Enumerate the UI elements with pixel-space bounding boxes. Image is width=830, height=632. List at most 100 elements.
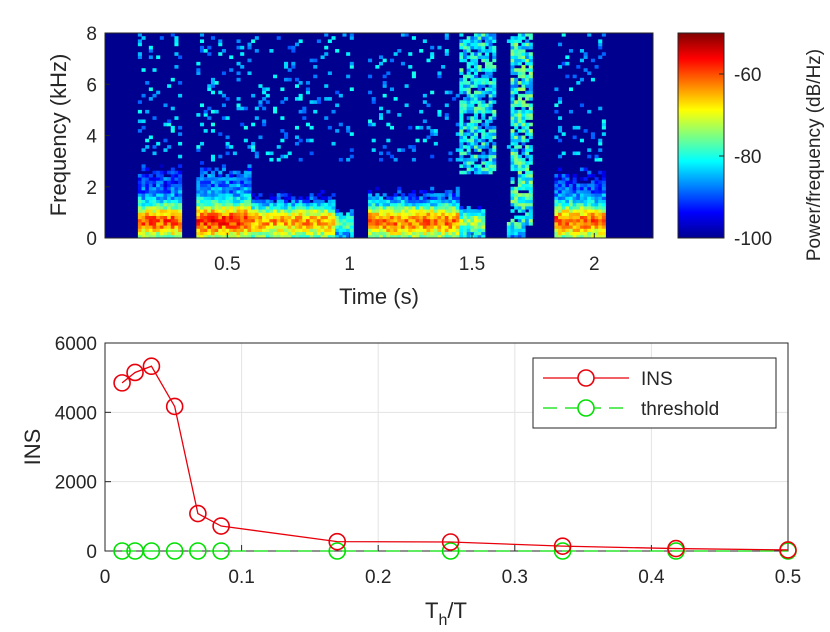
spectrogram-cell (517, 138, 522, 143)
spectrogram-cell (214, 215, 219, 220)
spectrogram-cell (528, 145, 533, 149)
spectrogram-cell (558, 65, 563, 69)
spectrogram-cell (426, 205, 431, 210)
spectrogram-cell (594, 189, 599, 194)
spectrogram-cell (521, 215, 526, 220)
spectrogram-cell (419, 196, 424, 200)
spectrogram-cell (473, 167, 479, 172)
spectrogram-cell (477, 221, 482, 226)
spectrogram-cell (203, 209, 208, 213)
spectrogram-cell (579, 49, 584, 53)
spectrogram-cell (152, 202, 157, 207)
spectrogram-cell (273, 225, 278, 229)
spectrogram-cell (284, 196, 289, 200)
spectrogram-cell (601, 221, 606, 226)
spectrogram-cell (379, 196, 384, 200)
spectrogram-cell (145, 199, 150, 204)
spectrogram-cell (477, 129, 482, 133)
spectrogram-cell (221, 205, 226, 210)
spectrogram-cell (265, 93, 270, 98)
spectrogram-cell (349, 218, 354, 223)
spectrogram-cell (470, 116, 475, 120)
spectrogram-cell (331, 141, 336, 146)
spectrogram-cell (141, 183, 146, 188)
spectrogram-cell (170, 186, 175, 191)
spectrogram-cell (583, 55, 588, 60)
spectrogram-cell (221, 186, 226, 191)
spectrogram-cell (236, 209, 241, 213)
spectrogram-cell (492, 39, 497, 44)
spectrogram-cell (273, 205, 278, 210)
spectrogram-cell (137, 180, 142, 184)
spectrogram-cell (320, 218, 325, 223)
spectrogram-cell (382, 209, 387, 213)
spectrogram-cell (459, 154, 464, 159)
spectrogram-cell (229, 221, 234, 226)
spectrogram-cell (229, 228, 234, 232)
spectrogram-cell (452, 215, 457, 220)
spectrogram-cell (214, 109, 219, 114)
spectrogram-y-tick-label: 8 (86, 24, 97, 45)
spectrogram-cell (324, 205, 329, 210)
spectrogram-cell (419, 109, 424, 114)
spectrogram-cell (284, 65, 289, 69)
spectrogram-cell (251, 218, 256, 223)
spectrogram-cell (422, 193, 427, 197)
spectrogram-cell (167, 225, 172, 229)
spectrogram-cell (178, 173, 183, 178)
spectrogram-cell (568, 221, 574, 226)
spectrogram-cell (276, 215, 281, 220)
spectrogram-cell (419, 225, 424, 229)
spectrogram-cell (455, 212, 460, 216)
spectrogram-cell (558, 234, 563, 238)
ins-x-label-main: T (425, 598, 438, 623)
spectrogram-cell (218, 90, 223, 95)
spectrogram-cell (514, 196, 519, 200)
spectrogram-cell (178, 212, 183, 216)
spectrogram-cell (170, 209, 175, 213)
spectrogram-cell (408, 65, 413, 69)
spectrogram-cell (492, 77, 497, 82)
spectrogram-cell (470, 55, 475, 60)
spectrogram-cell (488, 33, 493, 37)
spectrogram-cell (514, 225, 519, 229)
spectrogram-cell (305, 215, 310, 220)
spectrogram-cell (280, 205, 285, 210)
spectrogram-cell (528, 154, 533, 159)
spectrogram-cell (565, 225, 570, 229)
spectrogram-cell (247, 196, 252, 200)
spectrogram-cell (382, 205, 387, 210)
spectrogram-cell (528, 113, 533, 117)
spectrogram-cell (148, 180, 153, 184)
spectrogram-cell (514, 119, 519, 124)
spectrogram-cell (525, 129, 530, 133)
spectrogram-cell (152, 205, 157, 210)
spectrogram-cell (371, 199, 376, 204)
spectrogram-cell (232, 234, 237, 238)
spectrogram-cell (565, 55, 570, 60)
spectrogram-cell (284, 212, 289, 216)
spectrogram-cell (156, 221, 161, 226)
spectrogram-cell (309, 225, 314, 229)
spectrogram-cell (488, 132, 493, 136)
spectrogram-cell (437, 109, 442, 114)
spectrogram-cell (371, 202, 376, 207)
spectrogram-cell (294, 77, 300, 82)
spectrogram-cell (229, 145, 234, 149)
spectrogram-cell (587, 196, 592, 200)
spectrogram-cell (459, 81, 464, 85)
spectrogram-cell (572, 225, 577, 229)
spectrogram-cell (280, 154, 285, 159)
spectrogram-cell (463, 164, 468, 168)
spectrogram-cell (463, 45, 468, 50)
spectrogram-cell (583, 228, 588, 232)
spectrogram-cell (517, 113, 522, 117)
spectrogram-cell (203, 225, 208, 229)
spectrogram-cell (170, 196, 175, 200)
colorbar-tick-label: -100 (734, 229, 772, 250)
spectrogram-cell (338, 215, 343, 220)
spectrogram-cell (397, 186, 402, 191)
spectrogram-cell (327, 231, 332, 236)
spectrogram-cell (284, 221, 289, 226)
spectrogram-cell (174, 193, 179, 197)
